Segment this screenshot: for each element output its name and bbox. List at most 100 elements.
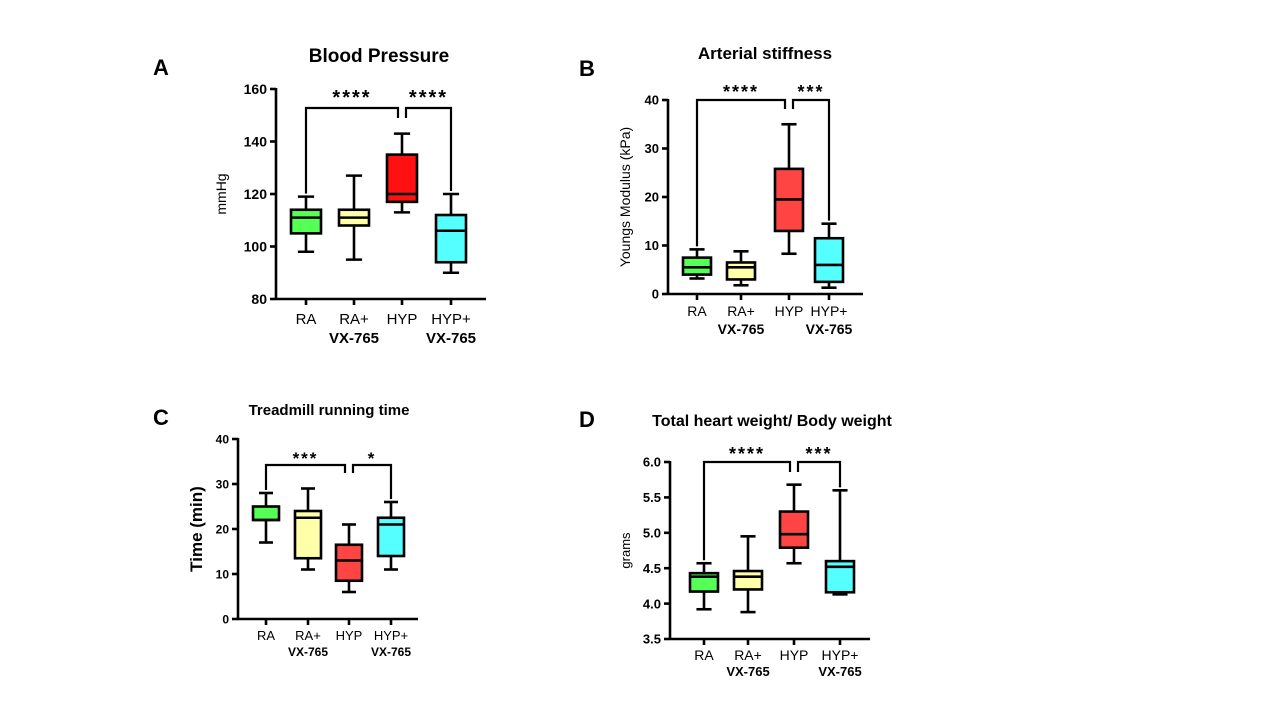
y-tick-label: 40 (645, 93, 659, 108)
significance-bracket (695, 98, 787, 247)
category-label-line2: VX-765 (818, 664, 861, 679)
significance-label: **** (332, 87, 371, 109)
chart-title: Treadmill running time (249, 402, 410, 419)
significance-label: **** (723, 82, 759, 102)
panel-c: C Treadmill running time Time (min) 0 10 20 30… (153, 402, 418, 659)
significance-bracket (702, 460, 792, 561)
y-tick-label: 160 (244, 81, 268, 97)
significance-label: *** (797, 82, 824, 102)
panel-d: D Total heart weight/ Body weight grams 3.5… (579, 407, 893, 679)
box-0 (251, 491, 281, 544)
category-label: RA (257, 628, 275, 643)
y-tick-label: 5.5 (643, 490, 661, 505)
significance-bracket (351, 463, 393, 499)
significance-bracket (796, 460, 842, 488)
y-tick-label: 20 (216, 522, 230, 536)
box-3 (434, 192, 468, 275)
box-iqr (813, 236, 845, 284)
box-iqr (251, 505, 281, 522)
category-label-line2: VX-765 (371, 645, 411, 659)
box-3 (813, 222, 845, 289)
box-0 (688, 561, 720, 611)
y-tick-label: 4.0 (643, 596, 661, 611)
significance-label: *** (293, 449, 319, 468)
category-label-line2: VX-765 (288, 645, 328, 659)
box-3 (824, 489, 856, 596)
significance-bracket (264, 463, 347, 490)
significance-label: *** (805, 444, 832, 464)
box-2 (385, 132, 419, 214)
y-tick-label: 30 (216, 477, 230, 491)
significance-label: * (368, 449, 377, 468)
box-1 (732, 535, 764, 614)
significance-bracket (404, 106, 453, 191)
significance-label: **** (729, 444, 765, 464)
panel-letter: D (579, 407, 595, 432)
panel-letter: A (153, 55, 169, 80)
category-label: RA (687, 303, 707, 319)
y-axis-label: grams (618, 532, 633, 569)
y-tick-label: 3.5 (643, 632, 661, 647)
box-1 (337, 174, 371, 261)
y-tick-label: 4.5 (643, 561, 661, 576)
category-label: RA (694, 647, 714, 663)
box-iqr (334, 543, 364, 583)
box-iqr (778, 510, 810, 549)
panel-letter: C (153, 405, 169, 430)
category-label-line2: VX-765 (329, 330, 379, 347)
category-label: RA (296, 311, 317, 328)
panel-b: B Arterial stiffness Youngs Modulus (kPa) 0… (579, 44, 863, 337)
y-tick-label: 40 (216, 432, 230, 446)
box-0 (289, 195, 323, 254)
y-axis-label: mmHg (213, 173, 229, 214)
category-label: HYP (336, 628, 363, 643)
box-iqr (289, 208, 323, 235)
box-iqr (434, 213, 468, 264)
y-axis-label: Time (min) (187, 486, 206, 572)
category-label: HYP+ (374, 628, 408, 643)
significance-bracket (304, 106, 400, 194)
y-tick-label: 140 (244, 134, 268, 150)
chart-title: Arterial stiffness (698, 44, 832, 63)
box-iqr (725, 261, 757, 281)
category-label-line2: VX-765 (718, 321, 765, 337)
category-label: RA+ (339, 311, 369, 328)
y-tick-label: 0 (222, 612, 229, 626)
box-3 (376, 500, 406, 571)
panel-a: A Blood Pressure mmHg 80 100 120 140 160 RA RA+ VX… (153, 46, 486, 347)
y-tick-label: 5.0 (643, 525, 661, 540)
category-label: HYP+ (822, 647, 859, 663)
significance-bracket (791, 98, 831, 221)
category-label: RA+ (295, 628, 321, 643)
category-label: HYP (780, 647, 809, 663)
y-tick-label: 80 (251, 291, 267, 307)
category-label: RA+ (734, 647, 762, 663)
category-label-line2: VX-765 (806, 321, 853, 337)
box-2 (773, 122, 805, 256)
y-tick-label: 10 (645, 238, 659, 253)
panel-letter: B (579, 56, 595, 81)
box-0 (681, 248, 713, 280)
box-2 (334, 523, 364, 594)
box-1 (293, 487, 323, 571)
y-axis-label: Youngs Modulus (kPa) (617, 127, 633, 267)
significance-label: **** (409, 87, 448, 109)
y-tick-label: 0 (652, 287, 659, 302)
y-tick-label: 10 (216, 567, 230, 581)
box-1 (725, 250, 757, 287)
category-label: HYP (387, 311, 418, 328)
chart-title: Total heart weight/ Body weight (652, 413, 892, 430)
category-label-line2: VX-765 (726, 664, 769, 679)
category-label: HYP+ (811, 303, 848, 319)
chart-title: Blood Pressure (309, 46, 449, 67)
category-label: HYP (775, 303, 804, 319)
category-label-line2: VX-765 (426, 330, 476, 347)
y-tick-label: 6.0 (643, 455, 661, 470)
category-label: RA+ (727, 303, 755, 319)
y-tick-label: 20 (645, 190, 659, 205)
y-tick-label: 30 (645, 141, 659, 156)
y-tick-label: 100 (244, 239, 268, 255)
box-2 (778, 483, 810, 565)
category-label: HYP+ (431, 311, 471, 328)
